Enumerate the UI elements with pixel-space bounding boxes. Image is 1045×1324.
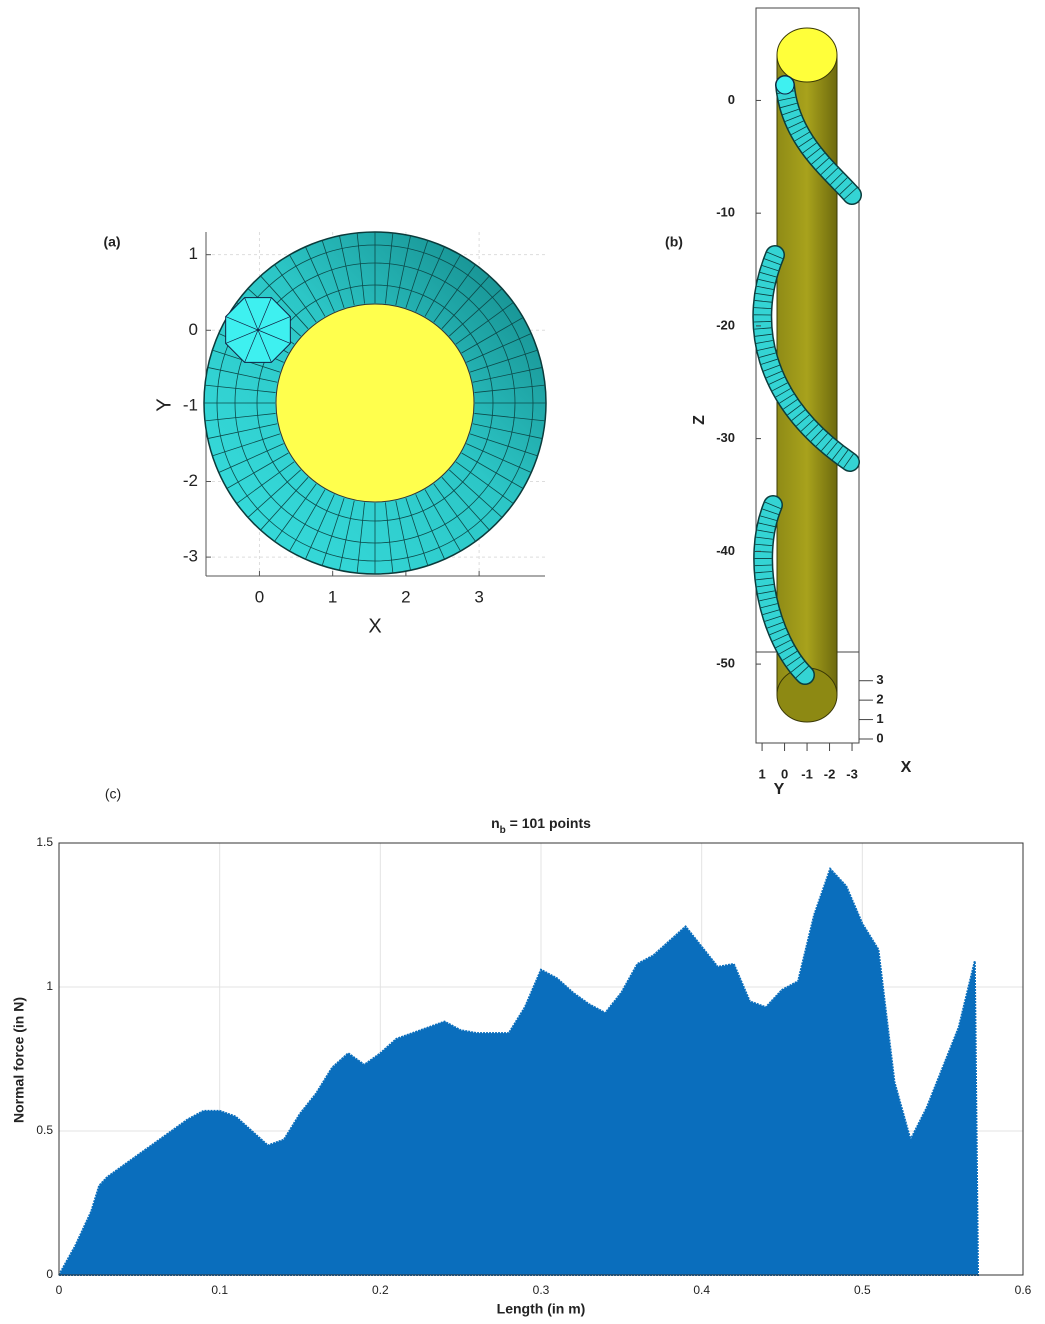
z-tick-label: -20 <box>716 317 735 332</box>
z-tick-label: -30 <box>716 430 735 445</box>
y-tick-label: 0 <box>876 730 883 745</box>
y-tick-label: 0 <box>46 1267 53 1281</box>
z-axis-label: Z <box>691 415 708 425</box>
y-tick-label: 1 <box>189 244 198 263</box>
x-tick-label: 0.6 <box>1015 1283 1032 1297</box>
figure: (a)012310-1-2-3XY (b) 0-10-20-30-40-5010… <box>0 0 1045 1324</box>
x-tick-label: -1 <box>801 766 813 781</box>
z-tick-label: -50 <box>716 656 735 671</box>
z-tick-label: -10 <box>716 205 735 220</box>
title-rest: = 101 points <box>506 815 591 831</box>
x-tick-label: 0.4 <box>693 1283 710 1297</box>
x-tick-label: 0.1 <box>211 1283 228 1297</box>
z-tick-label: 0 <box>728 92 735 107</box>
panel-label: (a) <box>103 234 120 250</box>
y-tick-label: -2 <box>183 471 198 490</box>
chart-title: nb = 101 points <box>491 815 591 836</box>
z-tick-label: -40 <box>716 543 735 558</box>
x-tick-label: 0.5 <box>854 1283 871 1297</box>
x-tick-label: 2 <box>401 587 410 606</box>
y-tick-label: -3 <box>183 547 198 566</box>
x-tick-label: 1 <box>328 587 337 606</box>
x-tick-label: 0.2 <box>372 1283 389 1297</box>
y-tick-label: 2 <box>876 692 883 707</box>
x-axis-label: X <box>901 759 912 776</box>
y-tick-label: 1 <box>876 711 883 726</box>
torus-drawing <box>204 232 546 574</box>
cylinder-top <box>777 28 837 82</box>
y-axis-label: Normal force (in N) <box>11 997 27 1123</box>
tube-end <box>776 76 794 94</box>
y-tick-label: 1 <box>46 979 53 993</box>
y-tick-label: 1.5 <box>36 835 53 849</box>
y-tick-label: 3 <box>876 672 883 687</box>
x-tick-label: 3 <box>474 587 483 606</box>
title-main: n <box>491 815 500 831</box>
y-tick-label: 0.5 <box>36 1123 53 1137</box>
panel-label: (c) <box>105 786 121 802</box>
y-tick-label: 0 <box>189 320 198 339</box>
core-disk <box>276 304 474 502</box>
x-tick-label: 0 <box>56 1283 63 1297</box>
x-axis-label: X <box>368 615 381 637</box>
x-tick-label: 1 <box>758 766 765 781</box>
y-axis-label: Y <box>774 781 785 798</box>
y-tick-label: -1 <box>183 395 198 414</box>
helix-drawing <box>762 28 852 722</box>
x-tick-label: 0 <box>255 587 264 606</box>
panel-label: (b) <box>665 234 683 250</box>
x-tick-label: 0.3 <box>533 1283 550 1297</box>
y-axis-label: Y <box>153 398 175 411</box>
x-tick-label: -3 <box>846 766 858 781</box>
x-tick-label: 0 <box>781 766 788 781</box>
x-tick-label: -2 <box>824 766 836 781</box>
x-axis-label: Length (in m) <box>497 1301 586 1317</box>
